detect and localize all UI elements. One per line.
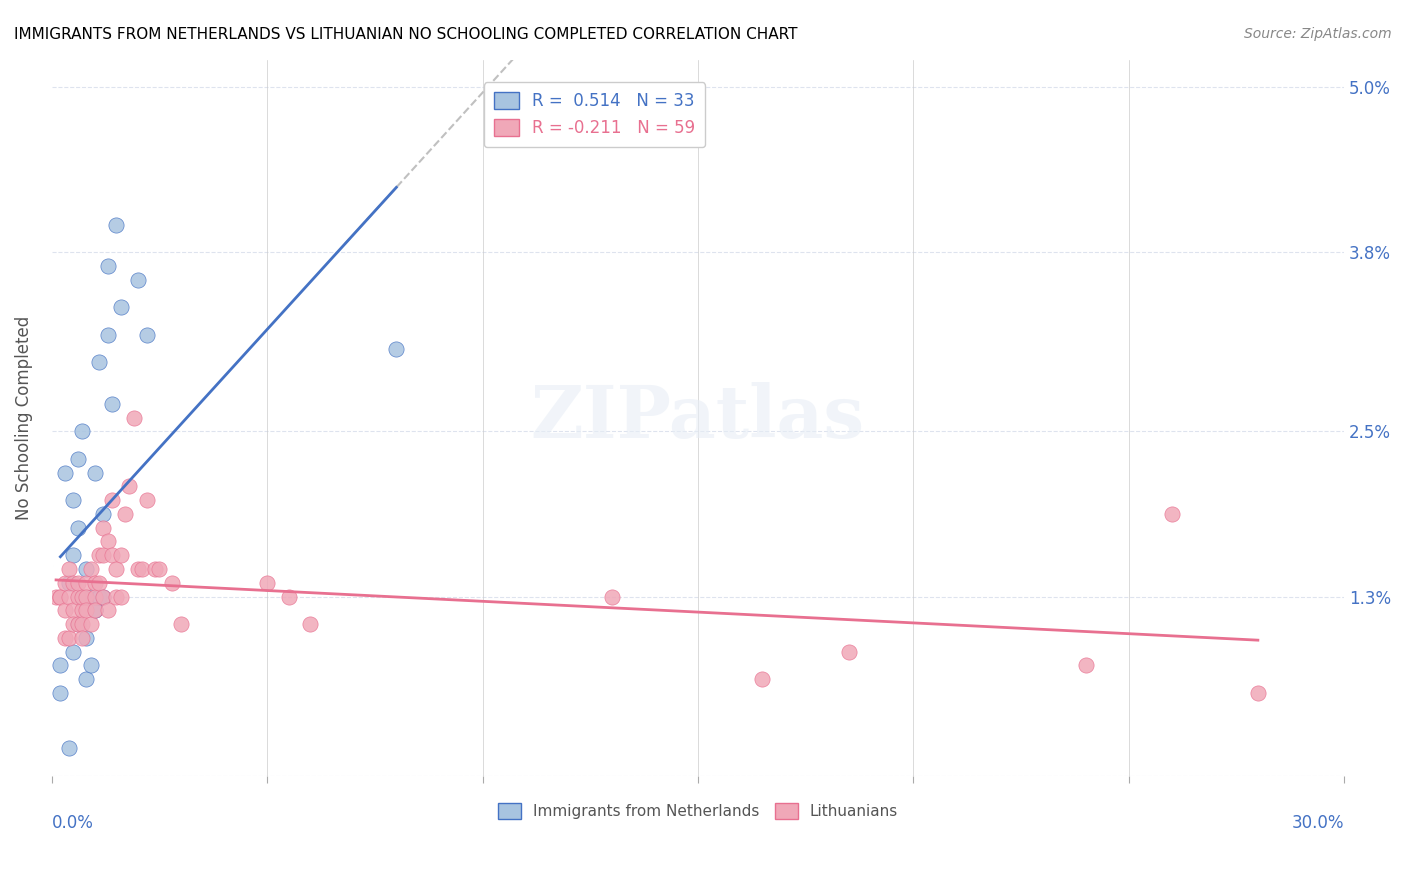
Point [83,575,105,590]
Point [70,590,93,604]
Point [83,590,105,604]
Point [75,631,97,645]
Point [49,590,72,604]
Point [101,397,124,411]
Point [89,590,111,604]
Point [256,575,278,590]
Point [143,562,166,576]
Point [105,562,128,576]
Point [93,548,115,562]
Point [1074,658,1097,673]
Text: 0.0%: 0.0% [52,814,94,832]
Point [75,603,97,617]
Point [70,631,93,645]
Point [45,590,67,604]
Point [66,575,89,590]
Point [53,466,76,480]
Point [148,562,170,576]
Point [79,617,101,632]
Legend: Immigrants from Netherlands, Lithuanians: Immigrants from Netherlands, Lithuanians [492,797,904,825]
Point [58,631,80,645]
Point [75,590,97,604]
Point [385,342,408,356]
Point [62,548,84,562]
Point [66,590,89,604]
Point [1160,507,1182,521]
Point [122,410,145,425]
Point [62,603,84,617]
Point [97,534,120,549]
Point [66,617,89,632]
Point [66,451,89,466]
Point [131,562,153,576]
Point [75,575,97,590]
Point [49,686,72,700]
Point [53,603,76,617]
Point [62,617,84,632]
Point [135,493,157,508]
Point [751,672,773,686]
Point [66,617,89,632]
Point [75,562,97,576]
Point [135,328,157,343]
Point [114,507,136,521]
Text: Source: ZipAtlas.com: Source: ZipAtlas.com [1244,27,1392,41]
Point [83,603,105,617]
Point [75,672,97,686]
Point [127,273,149,287]
Point [101,548,124,562]
Point [1247,686,1270,700]
Point [66,521,89,535]
Point [79,590,101,604]
Point [49,590,72,604]
Point [97,259,120,273]
Point [62,493,84,508]
Point [58,590,80,604]
Point [79,562,101,576]
Point [49,658,72,673]
Point [58,741,80,756]
Point [118,479,141,493]
Point [53,575,76,590]
Point [127,562,149,576]
Text: ZIPatlas: ZIPatlas [531,382,865,453]
Point [838,644,860,658]
Point [70,603,93,617]
Point [83,603,105,617]
Point [277,590,299,604]
Point [79,658,101,673]
Text: 30.0%: 30.0% [1292,814,1344,832]
Point [58,562,80,576]
Point [97,603,120,617]
Point [93,590,115,604]
Point [101,493,124,508]
Point [89,575,111,590]
Point [110,301,132,315]
Point [170,617,193,632]
Point [600,590,623,604]
Point [110,548,132,562]
Point [62,644,84,658]
Point [83,466,105,480]
Point [89,548,111,562]
Point [299,617,322,632]
Point [93,590,115,604]
Point [93,507,115,521]
Point [105,218,128,232]
Point [53,631,76,645]
Point [105,590,128,604]
Point [62,575,84,590]
Point [97,328,120,343]
Y-axis label: No Schooling Completed: No Schooling Completed [15,316,32,520]
Point [58,575,80,590]
Point [70,425,93,439]
Point [70,590,93,604]
Text: IMMIGRANTS FROM NETHERLANDS VS LITHUANIAN NO SCHOOLING COMPLETED CORRELATION CHA: IMMIGRANTS FROM NETHERLANDS VS LITHUANIA… [14,27,797,42]
Point [93,521,115,535]
Point [162,575,184,590]
Point [70,617,93,632]
Point [89,355,111,369]
Point [110,590,132,604]
Point [83,603,105,617]
